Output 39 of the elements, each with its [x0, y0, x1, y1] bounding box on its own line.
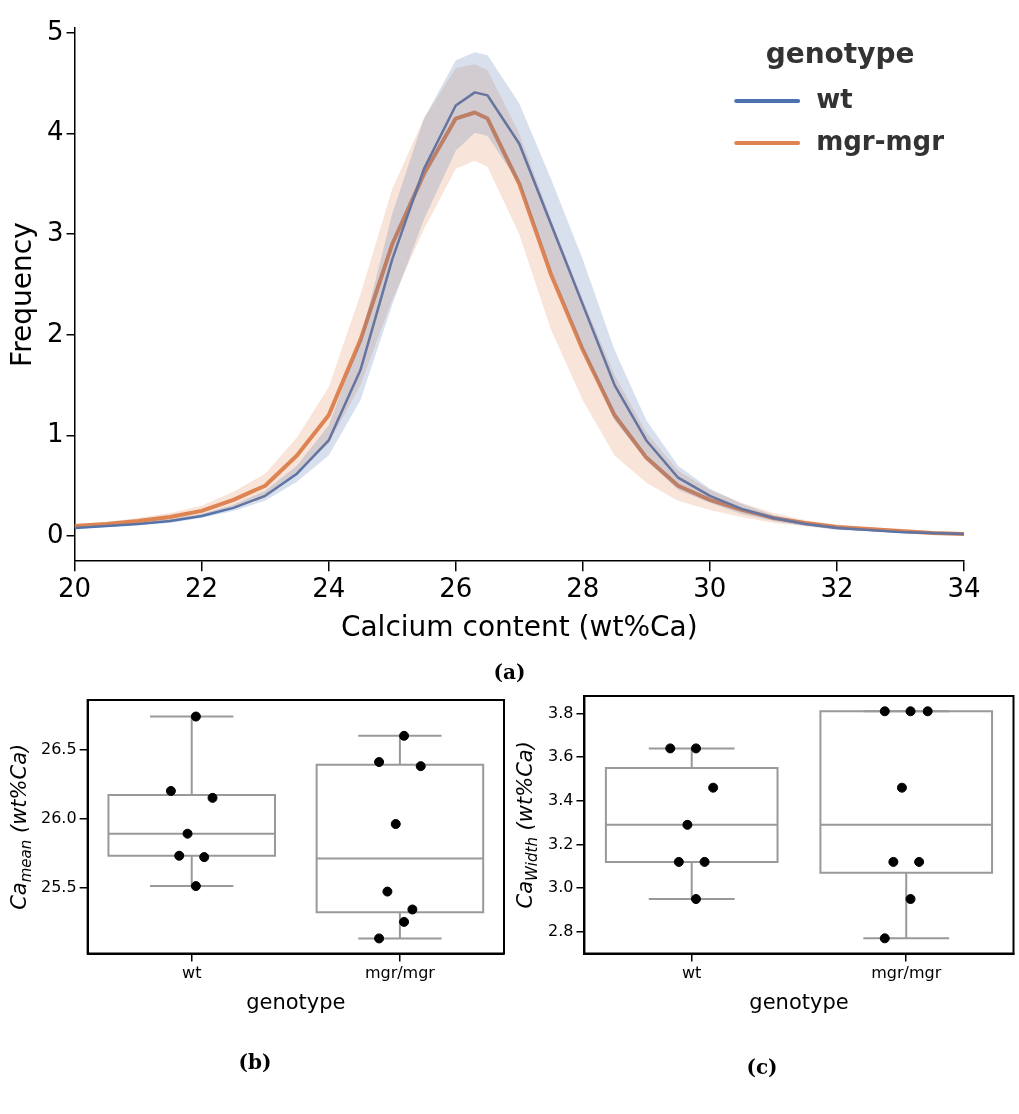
x-tick-label: 22	[185, 572, 219, 603]
x-tick-label: 34	[947, 572, 981, 603]
y-axis-title: CaWidth (wt%Ca)	[513, 741, 542, 909]
x-tick-label: mgr/mgr	[364, 963, 436, 983]
y-tick-label: 5	[47, 15, 64, 46]
legend-label: mgr-mgr	[816, 125, 945, 156]
x-tick-label: wt	[182, 963, 202, 983]
x-tick-label: mgr/mgr	[871, 963, 942, 983]
y-tick-label: 3	[47, 216, 64, 247]
y-tick-label: 3.6	[547, 746, 574, 766]
y-tick-label: 4	[47, 116, 64, 147]
y-tick-label: 3.0	[547, 877, 574, 897]
legend-title: genotype	[765, 37, 915, 71]
text: (b)	[237, 1050, 273, 1074]
y-tick-label: 3.4	[547, 789, 574, 809]
y-axis-title: Frequency	[5, 222, 39, 367]
y-tick-label: 26.5	[41, 738, 77, 758]
x-tick-label: 32	[820, 572, 854, 603]
y-tick-label: 0	[47, 518, 64, 549]
text: (c)	[745, 1055, 779, 1079]
y-tick-label: 3.2	[547, 833, 574, 853]
legend-label: wt	[816, 83, 853, 114]
x-tick-label: wt	[682, 963, 702, 983]
x-axis-title: genotype	[246, 989, 346, 1014]
x-axis-title: genotype	[749, 989, 849, 1014]
y-axis-title: Camean (wt%Ca)	[7, 743, 36, 910]
y-tick-label: 2.8	[547, 920, 574, 940]
y-tick-label: 2	[47, 317, 64, 348]
x-tick-label: 24	[312, 572, 346, 603]
x-tick-label: 28	[566, 572, 600, 603]
y-tick-label: 26.0	[41, 807, 77, 827]
y-tick-label: 3.8	[547, 702, 574, 722]
x-tick-label: 20	[58, 572, 92, 603]
y-tick-label: 1	[47, 418, 64, 449]
y-tick-label: 25.5	[41, 876, 77, 896]
x-axis-title: Calcium content (wt%Ca)	[340, 610, 698, 644]
text: (a)	[492, 660, 527, 684]
x-tick-label: 30	[693, 572, 727, 603]
x-tick-label: 26	[439, 572, 473, 603]
